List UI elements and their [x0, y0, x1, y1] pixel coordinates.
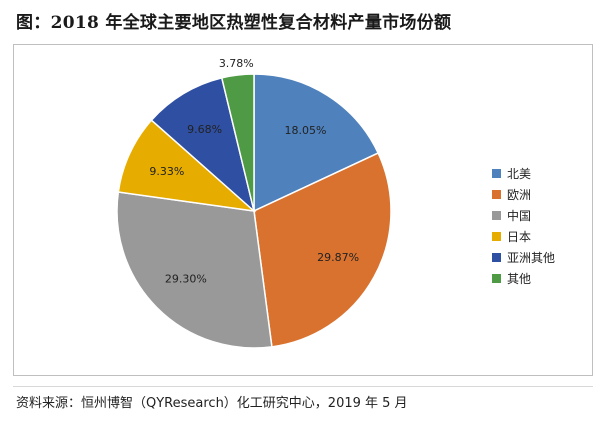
- pie-label-0: 18.05%: [285, 124, 327, 137]
- legend-item-3: 日本: [492, 226, 555, 247]
- legend-swatch-5: [492, 274, 501, 283]
- pie-label-3: 9.33%: [149, 165, 184, 178]
- pie-slice-0: [253, 73, 380, 213]
- legend-label-2: 中国: [507, 209, 532, 223]
- legend-item-2: 中国: [492, 205, 555, 226]
- legend-item-5: 其他: [492, 268, 555, 289]
- pie-slice-4: [150, 76, 256, 214]
- legend-swatch-0: [492, 169, 501, 178]
- pie-slice-1: [253, 152, 392, 348]
- pie-slice-3: [117, 119, 257, 213]
- pie-chart: 18.05% 29.87% 29.30% 9.33% 9.68% 3.78%: [116, 57, 392, 349]
- legend-label-4: 亚洲其他: [507, 251, 556, 265]
- chart-title: 图：2018 年全球主要地区热塑性复合材料产量市场份额: [16, 13, 452, 33]
- legend-item-4: 亚洲其他: [492, 247, 555, 268]
- legend-item-0: 北美: [492, 163, 555, 184]
- legend-swatch-3: [492, 232, 501, 241]
- legend-swatch-2: [492, 211, 501, 220]
- chart-frame: 18.05% 29.87% 29.30% 9.33% 9.68% 3.78% 北美欧洲中国…: [13, 44, 593, 376]
- pie-label-5: 3.78%: [219, 57, 254, 70]
- legend-swatch-1: [492, 190, 501, 199]
- legend-label-1: 欧洲: [507, 188, 532, 202]
- legend-item-1: 欧洲: [492, 184, 555, 205]
- chart-legend: 北美欧洲中国日本亚洲其他其他: [492, 163, 555, 289]
- source-note: 资料来源：恒州博智（QYResearch）化工研究中心，2019 年 5 月: [16, 396, 408, 411]
- source-divider: [13, 386, 593, 387]
- pie-label-2: 29.30%: [165, 273, 207, 286]
- pie-label-1: 29.87%: [317, 251, 359, 264]
- legend-label-3: 日本: [507, 230, 532, 244]
- pie-label-4: 9.68%: [187, 123, 222, 136]
- legend-label-0: 北美: [507, 167, 532, 181]
- legend-label-5: 其他: [507, 272, 532, 286]
- pie-slice-5: [220, 73, 255, 212]
- legend-swatch-4: [492, 253, 501, 262]
- pie-slice-2: [116, 191, 273, 349]
